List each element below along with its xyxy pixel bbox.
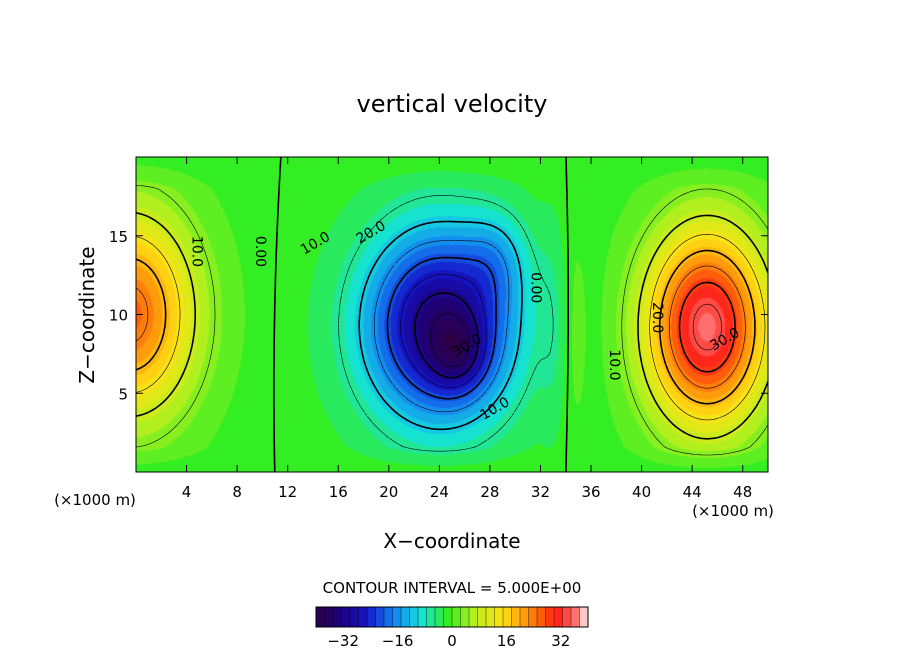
- contour-line: [135, 212, 769, 440]
- colorbar-swatch: [511, 607, 521, 627]
- colorbar-swatch: [537, 607, 546, 627]
- colorbar-swatch: [418, 607, 427, 627]
- colorbar-swatch: [520, 607, 529, 627]
- x-tick-label: 44: [683, 483, 702, 501]
- contour-label: 10.0: [189, 236, 205, 267]
- contour-line: [135, 185, 769, 456]
- contour-line: [135, 265, 746, 389]
- x-unit-right: (×1000 m): [692, 502, 774, 520]
- colorbar-swatch: [452, 607, 461, 627]
- x-tick-label: 8: [232, 483, 242, 501]
- x-tick-label: 28: [480, 483, 499, 501]
- colorbar-swatch: [324, 607, 334, 627]
- contour-line: [135, 249, 756, 405]
- colorbar-swatch: [571, 607, 580, 627]
- colorbar-swatch: [503, 607, 512, 627]
- colorbar: −32 −16 0 16 32: [315, 606, 589, 650]
- colorbar-swatch: [469, 607, 478, 627]
- x-tick-label: 12: [278, 483, 297, 501]
- colorbar-tick-label: 0: [447, 632, 457, 650]
- colorbar-swatch: [545, 607, 555, 627]
- colorbar-swatch: [494, 607, 504, 627]
- x-tick-label: 16: [329, 483, 348, 501]
- colorbar-swatch: [528, 607, 538, 627]
- colorbar-swatch: [341, 607, 351, 627]
- x-tick-label: 4: [182, 483, 192, 501]
- colorbar-swatch: [554, 607, 563, 627]
- contour-interval-text: CONTOUR INTERVAL = 5.000E+00: [323, 579, 582, 597]
- contour-label: 20.0: [649, 302, 665, 333]
- colorbar-swatch: [579, 607, 589, 627]
- colorbar-swatch: [316, 607, 325, 627]
- colorbar-swatch: [401, 607, 410, 627]
- contour-line: [386, 256, 497, 400]
- contour-line: [678, 281, 736, 373]
- x-tick-label: 24: [430, 483, 449, 501]
- x-tick-label: 40: [632, 483, 651, 501]
- contour-lines: [135, 156, 769, 473]
- contour-label: 0.00: [527, 272, 543, 303]
- x-tick-label: 20: [379, 483, 398, 501]
- colorbar-swatch: [562, 607, 572, 627]
- colorbar-swatch: [477, 607, 487, 627]
- colorbar-frame: [315, 606, 589, 628]
- colorbar-tick-label: −32: [327, 632, 359, 650]
- contour-label: 10.0: [606, 349, 622, 380]
- x-unit-left: (×1000 m): [54, 491, 136, 509]
- contour-line: [400, 274, 487, 389]
- x-axis-ticks: 4 8 12 16 20 24 28 32 36 40 44 48: [182, 157, 752, 501]
- colorbar-tick-label: 32: [551, 632, 570, 650]
- colorbar-swatch: [392, 607, 402, 627]
- colorbar-swatches: [315, 607, 589, 627]
- colorbar-swatch: [443, 607, 453, 627]
- colorbar-swatch: [426, 607, 436, 627]
- y-axis-ticks: 5 10 15: [109, 228, 768, 403]
- colorbar-swatch: [375, 607, 385, 627]
- colorbar-swatch: [435, 607, 444, 627]
- chart-title: vertical velocity: [357, 90, 548, 118]
- x-axis-label: X−coordinate: [383, 529, 520, 553]
- contour-line: [430, 313, 470, 367]
- colorbar-tick-label: 16: [497, 632, 516, 650]
- colorbar-ticks: −32 −16 0 16 32: [327, 632, 570, 650]
- contour-label: 0.00: [252, 236, 268, 267]
- colorbar-swatch: [460, 607, 470, 627]
- y-tick-label: 10: [109, 307, 128, 325]
- contour-line: [358, 220, 523, 431]
- colorbar-swatch: [358, 607, 368, 627]
- x-tick-label: 36: [581, 483, 600, 501]
- contour-line: [374, 240, 510, 413]
- colorbar-swatch: [384, 607, 393, 627]
- x-tick-label: 32: [531, 483, 550, 501]
- y-tick-label: 5: [118, 385, 128, 403]
- contour-line: [135, 234, 766, 421]
- colorbar-swatch: [409, 607, 419, 627]
- x-tick-label: 48: [733, 483, 752, 501]
- colorbar-swatch: [333, 607, 342, 627]
- contour-line: [414, 292, 479, 379]
- contour-line: [338, 195, 554, 452]
- y-axis-label: Z−coordinate: [75, 246, 99, 383]
- colorbar-swatch: [350, 607, 359, 627]
- colorbar-tick-label: −16: [382, 632, 414, 650]
- contour-line: [692, 303, 722, 351]
- y-tick-label: 15: [109, 228, 128, 246]
- contour-line: [273, 156, 569, 473]
- colorbar-swatch: [486, 607, 495, 627]
- colorbar-swatch: [367, 607, 376, 627]
